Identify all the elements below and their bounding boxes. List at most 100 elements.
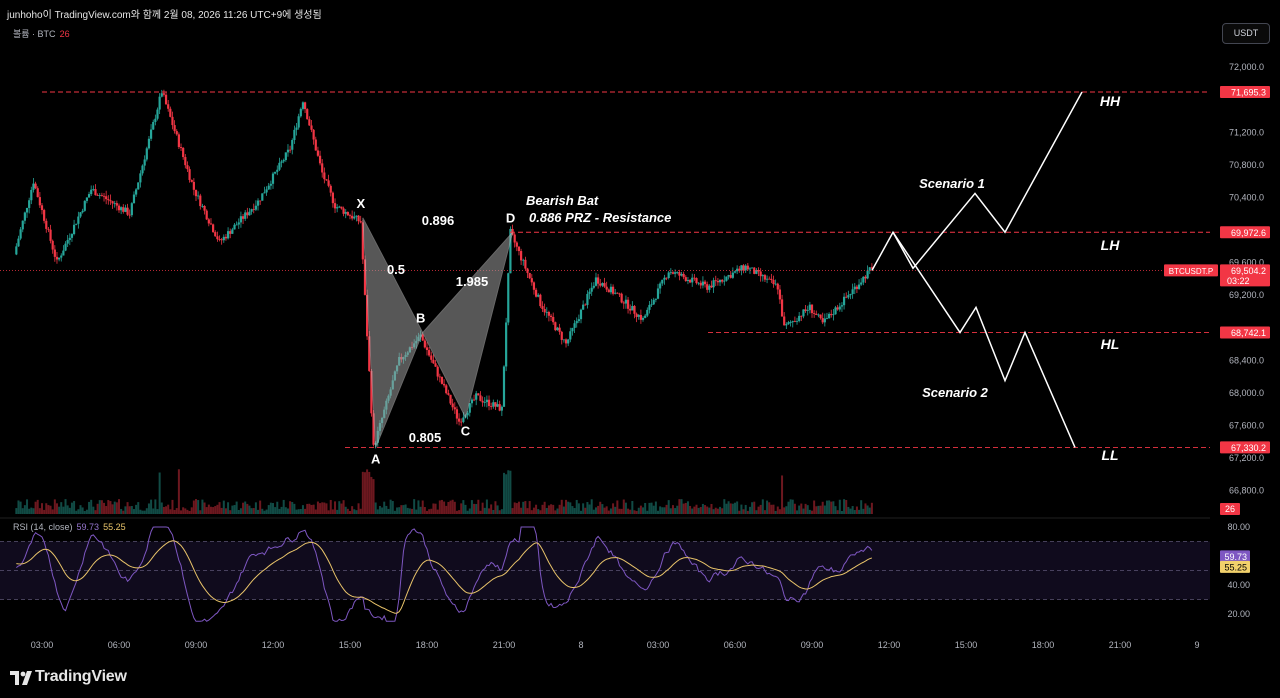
candle-body	[710, 285, 713, 288]
candle-body	[765, 278, 769, 280]
last-price-tag	[1220, 264, 1270, 287]
candle-body	[250, 209, 253, 212]
volume-bar	[415, 509, 418, 514]
volume-bar	[462, 500, 465, 514]
volume-bar	[329, 499, 332, 514]
candle-body	[594, 277, 598, 286]
candle-body	[569, 331, 572, 340]
candle-body	[727, 275, 730, 277]
volume-bar	[321, 502, 324, 514]
volume-legend[interactable]: 볼륨 · BTC 26	[13, 27, 70, 40]
candle-body	[447, 393, 450, 395]
volume-bar	[738, 510, 741, 514]
volume-bar	[530, 510, 533, 514]
rsi-legend[interactable]: RSI (14, close) 59.73 55.25	[13, 522, 126, 532]
volume-bar	[659, 506, 662, 514]
volume-bar	[242, 502, 245, 514]
candle-body	[342, 208, 345, 214]
candle-body	[644, 315, 647, 318]
candle-body	[832, 314, 835, 316]
candle-body	[203, 206, 206, 211]
candle-body	[256, 200, 260, 206]
candle-body	[147, 138, 151, 149]
volume-bar	[440, 499, 443, 514]
volume-bar	[515, 503, 518, 514]
volume-bar	[98, 500, 101, 514]
volume-bar	[802, 508, 805, 514]
candle-body	[445, 385, 448, 394]
candle-body	[120, 207, 123, 211]
x-tick-label: 9	[1194, 640, 1199, 650]
volume-bar	[122, 510, 125, 514]
candle-body	[87, 194, 91, 198]
symbol-tag	[1164, 264, 1218, 277]
volume-bar	[107, 500, 110, 514]
volume-bar	[282, 499, 285, 514]
volume-bar	[357, 503, 360, 514]
volume-bar	[663, 507, 666, 514]
candle-body	[659, 283, 662, 289]
candle-body	[295, 127, 298, 130]
level-tag-lh: LH	[1101, 237, 1121, 253]
candle-body	[661, 279, 664, 284]
candle-body	[759, 271, 762, 277]
volume-bar	[340, 503, 343, 514]
pattern-subtitle: 0.886 PRZ - Resistance	[529, 210, 671, 225]
candle-body	[560, 331, 563, 340]
volume-bar	[263, 510, 266, 514]
volume-bar	[51, 509, 54, 514]
volume-bar	[428, 509, 431, 514]
volume-bar	[699, 507, 702, 514]
y-tick-label: 72,000.0	[1229, 62, 1264, 72]
x-tick-label: 15:00	[955, 640, 978, 650]
candle-body	[25, 207, 29, 213]
volume-bar	[274, 507, 277, 514]
volume-bar	[319, 503, 322, 514]
volume-bar	[165, 506, 168, 514]
candle-body	[684, 277, 687, 282]
volume-bar	[308, 503, 311, 514]
candle-body	[868, 267, 871, 271]
volume-bar	[787, 501, 790, 514]
level-price-label: 67,330.2	[1231, 443, 1266, 453]
volume-bar	[75, 510, 78, 514]
candle-body	[851, 289, 854, 295]
volume-bar	[291, 501, 294, 514]
rsi-ma-tag	[1220, 560, 1250, 573]
candle-body	[321, 163, 324, 173]
volume-bar	[783, 507, 786, 514]
volume-bar	[590, 499, 593, 514]
candle-body	[60, 255, 63, 258]
volume-bar	[808, 509, 811, 514]
candle-body	[520, 251, 523, 261]
volume-bar	[55, 503, 58, 514]
volume-bar	[92, 506, 95, 514]
price-chart[interactable]: 72,000.0 71,200.0 70,800.0 70,400.0 69,600.0…	[0, 22, 1280, 662]
volume-bar	[817, 505, 820, 514]
volume-bar	[96, 503, 99, 514]
candle-body	[708, 285, 711, 290]
last-price-label: 69,504.2	[1231, 266, 1266, 276]
volume-bar	[697, 507, 700, 514]
volume-bar	[633, 510, 636, 514]
volume-bar	[284, 507, 287, 514]
candle-body	[468, 403, 471, 413]
pattern-point-d: D	[506, 210, 515, 225]
candle-body	[490, 406, 493, 407]
volume-bar	[571, 506, 574, 514]
candle-body	[280, 161, 283, 163]
volume-bar	[391, 501, 394, 514]
candle-body	[207, 219, 210, 224]
volume-bar	[821, 501, 824, 514]
volume-bar	[654, 501, 657, 514]
candle-body	[845, 296, 848, 298]
candle-body	[327, 180, 330, 186]
volume-bar	[180, 510, 183, 514]
volume-bar	[246, 503, 249, 514]
currency-button[interactable]: USDT	[1222, 23, 1270, 44]
candle-body	[323, 172, 326, 180]
volume-bar	[209, 506, 212, 514]
volume-bar	[689, 505, 692, 514]
candle-body	[785, 324, 788, 326]
volume-bar	[186, 509, 189, 514]
